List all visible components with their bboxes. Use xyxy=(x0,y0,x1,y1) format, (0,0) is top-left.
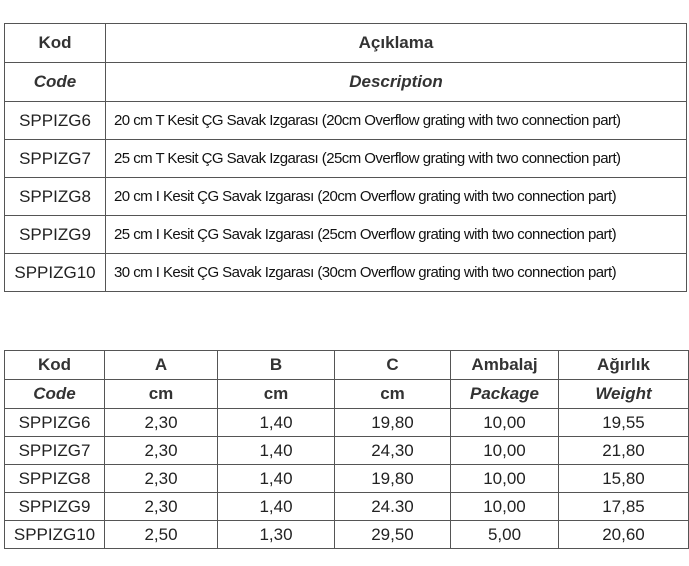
cell-code: SPPIZG9 xyxy=(4,492,105,521)
cell-weight: 19,55 xyxy=(558,408,689,437)
cell-b: 1,40 xyxy=(217,408,335,437)
cell-a: 2,50 xyxy=(104,520,218,549)
header-description: Description xyxy=(105,62,687,102)
table-row: SPPIZG10 2,50 1,30 29,50 5,00 20,60 xyxy=(4,520,689,549)
cell-weight: 15,80 xyxy=(558,464,689,493)
cell-c: 19,80 xyxy=(334,408,451,437)
header-kod: Kod xyxy=(4,23,106,63)
cell-a: 2,30 xyxy=(104,408,218,437)
cell-code: SPPIZG8 xyxy=(4,464,105,493)
product-description: 30 cm I Kesit ÇG Savak Izgarası (30cm Ov… xyxy=(105,253,687,292)
cell-weight: 21,80 xyxy=(558,436,689,465)
cell-b: 1,40 xyxy=(217,436,335,465)
header-ambalaj: Ambalaj xyxy=(450,350,559,380)
cell-a: 2,30 xyxy=(104,492,218,521)
header-code: Code xyxy=(4,62,106,102)
table-row: SPPIZG6 20 cm T Kesit ÇG Savak Izgarası … xyxy=(4,101,687,140)
cell-c: 24.30 xyxy=(334,492,451,521)
cell-code: SPPIZG10 xyxy=(4,520,105,549)
dimension-table-header-en: Code cm cm cm Package Weight xyxy=(4,379,689,409)
table-row: SPPIZG7 25 cm T Kesit ÇG Savak Izgarası … xyxy=(4,139,687,178)
table-row: SPPIZG10 30 cm I Kesit ÇG Savak Izgarası… xyxy=(4,253,687,292)
cell-weight: 20,60 xyxy=(558,520,689,549)
cell-c: 19,80 xyxy=(334,464,451,493)
cell-a: 2,30 xyxy=(104,436,218,465)
cell-package: 10,00 xyxy=(450,408,559,437)
cell-package: 5,00 xyxy=(450,520,559,549)
cell-package: 10,00 xyxy=(450,436,559,465)
header-a: A xyxy=(104,350,218,380)
header-kod: Kod xyxy=(4,350,105,380)
header-b: B xyxy=(217,350,335,380)
description-table-header-tr: Kod Açıklama xyxy=(4,23,687,63)
description-table: Kod Açıklama Code Description SPPIZG6 20… xyxy=(4,23,687,292)
header-c: C xyxy=(334,350,451,380)
unit-c: cm xyxy=(334,379,451,409)
cell-b: 1,40 xyxy=(217,492,335,521)
product-description: 25 cm I Kesit ÇG Savak Izgarası (25cm Ov… xyxy=(105,215,687,254)
cell-c: 24,30 xyxy=(334,436,451,465)
product-code: SPPIZG8 xyxy=(4,177,106,216)
product-description: 25 cm T Kesit ÇG Savak Izgarası (25cm Ov… xyxy=(105,139,687,178)
dimension-table: Kod A B C Ambalaj Ağırlık Code cm cm cm … xyxy=(4,350,689,549)
table-row: SPPIZG8 2,30 1,40 19,80 10,00 15,80 xyxy=(4,464,689,493)
cell-package: 10,00 xyxy=(450,492,559,521)
product-code: SPPIZG7 xyxy=(4,139,106,178)
table-row: SPPIZG9 2,30 1,40 24.30 10,00 17,85 xyxy=(4,492,689,521)
header-agirlik: Ağırlık xyxy=(558,350,689,380)
cell-package: 10,00 xyxy=(450,464,559,493)
product-code: SPPIZG9 xyxy=(4,215,106,254)
unit-b: cm xyxy=(217,379,335,409)
cell-b: 1,30 xyxy=(217,520,335,549)
header-aciklama: Açıklama xyxy=(105,23,687,63)
unit-a: cm xyxy=(104,379,218,409)
product-description: 20 cm I Kesit ÇG Savak Izgarası (20cm Ov… xyxy=(105,177,687,216)
table-row: SPPIZG9 25 cm I Kesit ÇG Savak Izgarası … xyxy=(4,215,687,254)
product-code: SPPIZG10 xyxy=(4,253,106,292)
product-description: 20 cm T Kesit ÇG Savak Izgarası (20cm Ov… xyxy=(105,101,687,140)
table-row: SPPIZG6 2,30 1,40 19,80 10,00 19,55 xyxy=(4,408,689,437)
header-weight: Weight xyxy=(558,379,689,409)
cell-weight: 17,85 xyxy=(558,492,689,521)
table-row: SPPIZG7 2,30 1,40 24,30 10,00 21,80 xyxy=(4,436,689,465)
cell-c: 29,50 xyxy=(334,520,451,549)
dimension-table-header-tr: Kod A B C Ambalaj Ağırlık xyxy=(4,350,689,380)
product-code: SPPIZG6 xyxy=(4,101,106,140)
header-code: Code xyxy=(4,379,105,409)
cell-code: SPPIZG7 xyxy=(4,436,105,465)
table-row: SPPIZG8 20 cm I Kesit ÇG Savak Izgarası … xyxy=(4,177,687,216)
cell-a: 2,30 xyxy=(104,464,218,493)
cell-b: 1,40 xyxy=(217,464,335,493)
cell-code: SPPIZG6 xyxy=(4,408,105,437)
header-package: Package xyxy=(450,379,559,409)
description-table-header-en: Code Description xyxy=(4,62,687,102)
